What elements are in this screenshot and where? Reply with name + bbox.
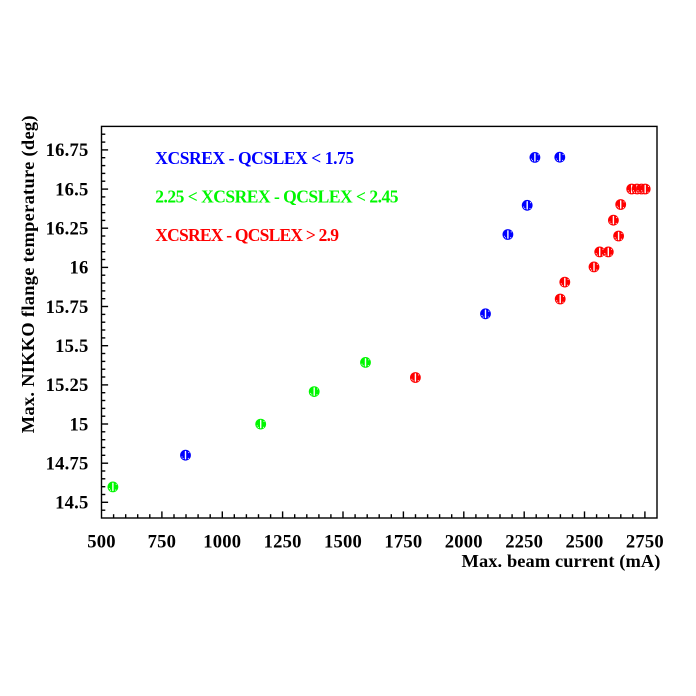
svg-text:15.5: 15.5 <box>55 336 88 357</box>
svg-text:15.75: 15.75 <box>46 297 89 318</box>
svg-text:1500: 1500 <box>324 532 362 553</box>
svg-text:2750: 2750 <box>626 532 664 553</box>
svg-text:2250: 2250 <box>505 532 543 553</box>
svg-text:2.25 < XCSREX - QCSLEX < 2.45: 2.25 < XCSREX - QCSLEX < 2.45 <box>155 186 398 206</box>
svg-text:Max. NIKKO flange temperature: Max. NIKKO flange temperature (deg) <box>18 115 39 433</box>
svg-text:16.25: 16.25 <box>46 219 89 240</box>
svg-text:XCSREX - QCSLEX < 1.75: XCSREX - QCSLEX < 1.75 <box>155 148 354 168</box>
svg-text:16.5: 16.5 <box>55 179 88 200</box>
svg-text:1250: 1250 <box>264 532 302 553</box>
svg-text:16.75: 16.75 <box>46 140 89 161</box>
svg-text:14.75: 14.75 <box>46 454 89 475</box>
svg-text:2500: 2500 <box>566 532 604 553</box>
svg-text:1000: 1000 <box>203 532 241 553</box>
svg-text:1750: 1750 <box>384 532 422 553</box>
svg-text:XCSREX - QCSLEX > 2.9: XCSREX - QCSLEX > 2.9 <box>155 225 339 245</box>
svg-text:2000: 2000 <box>445 532 483 553</box>
svg-text:Max. beam current (mA): Max. beam current (mA) <box>462 551 661 572</box>
svg-text:500: 500 <box>87 532 116 553</box>
svg-text:14.5: 14.5 <box>55 493 88 514</box>
svg-text:750: 750 <box>148 532 177 553</box>
svg-text:15: 15 <box>70 414 89 435</box>
svg-text:16: 16 <box>70 258 89 279</box>
svg-text:15.25: 15.25 <box>46 375 89 396</box>
